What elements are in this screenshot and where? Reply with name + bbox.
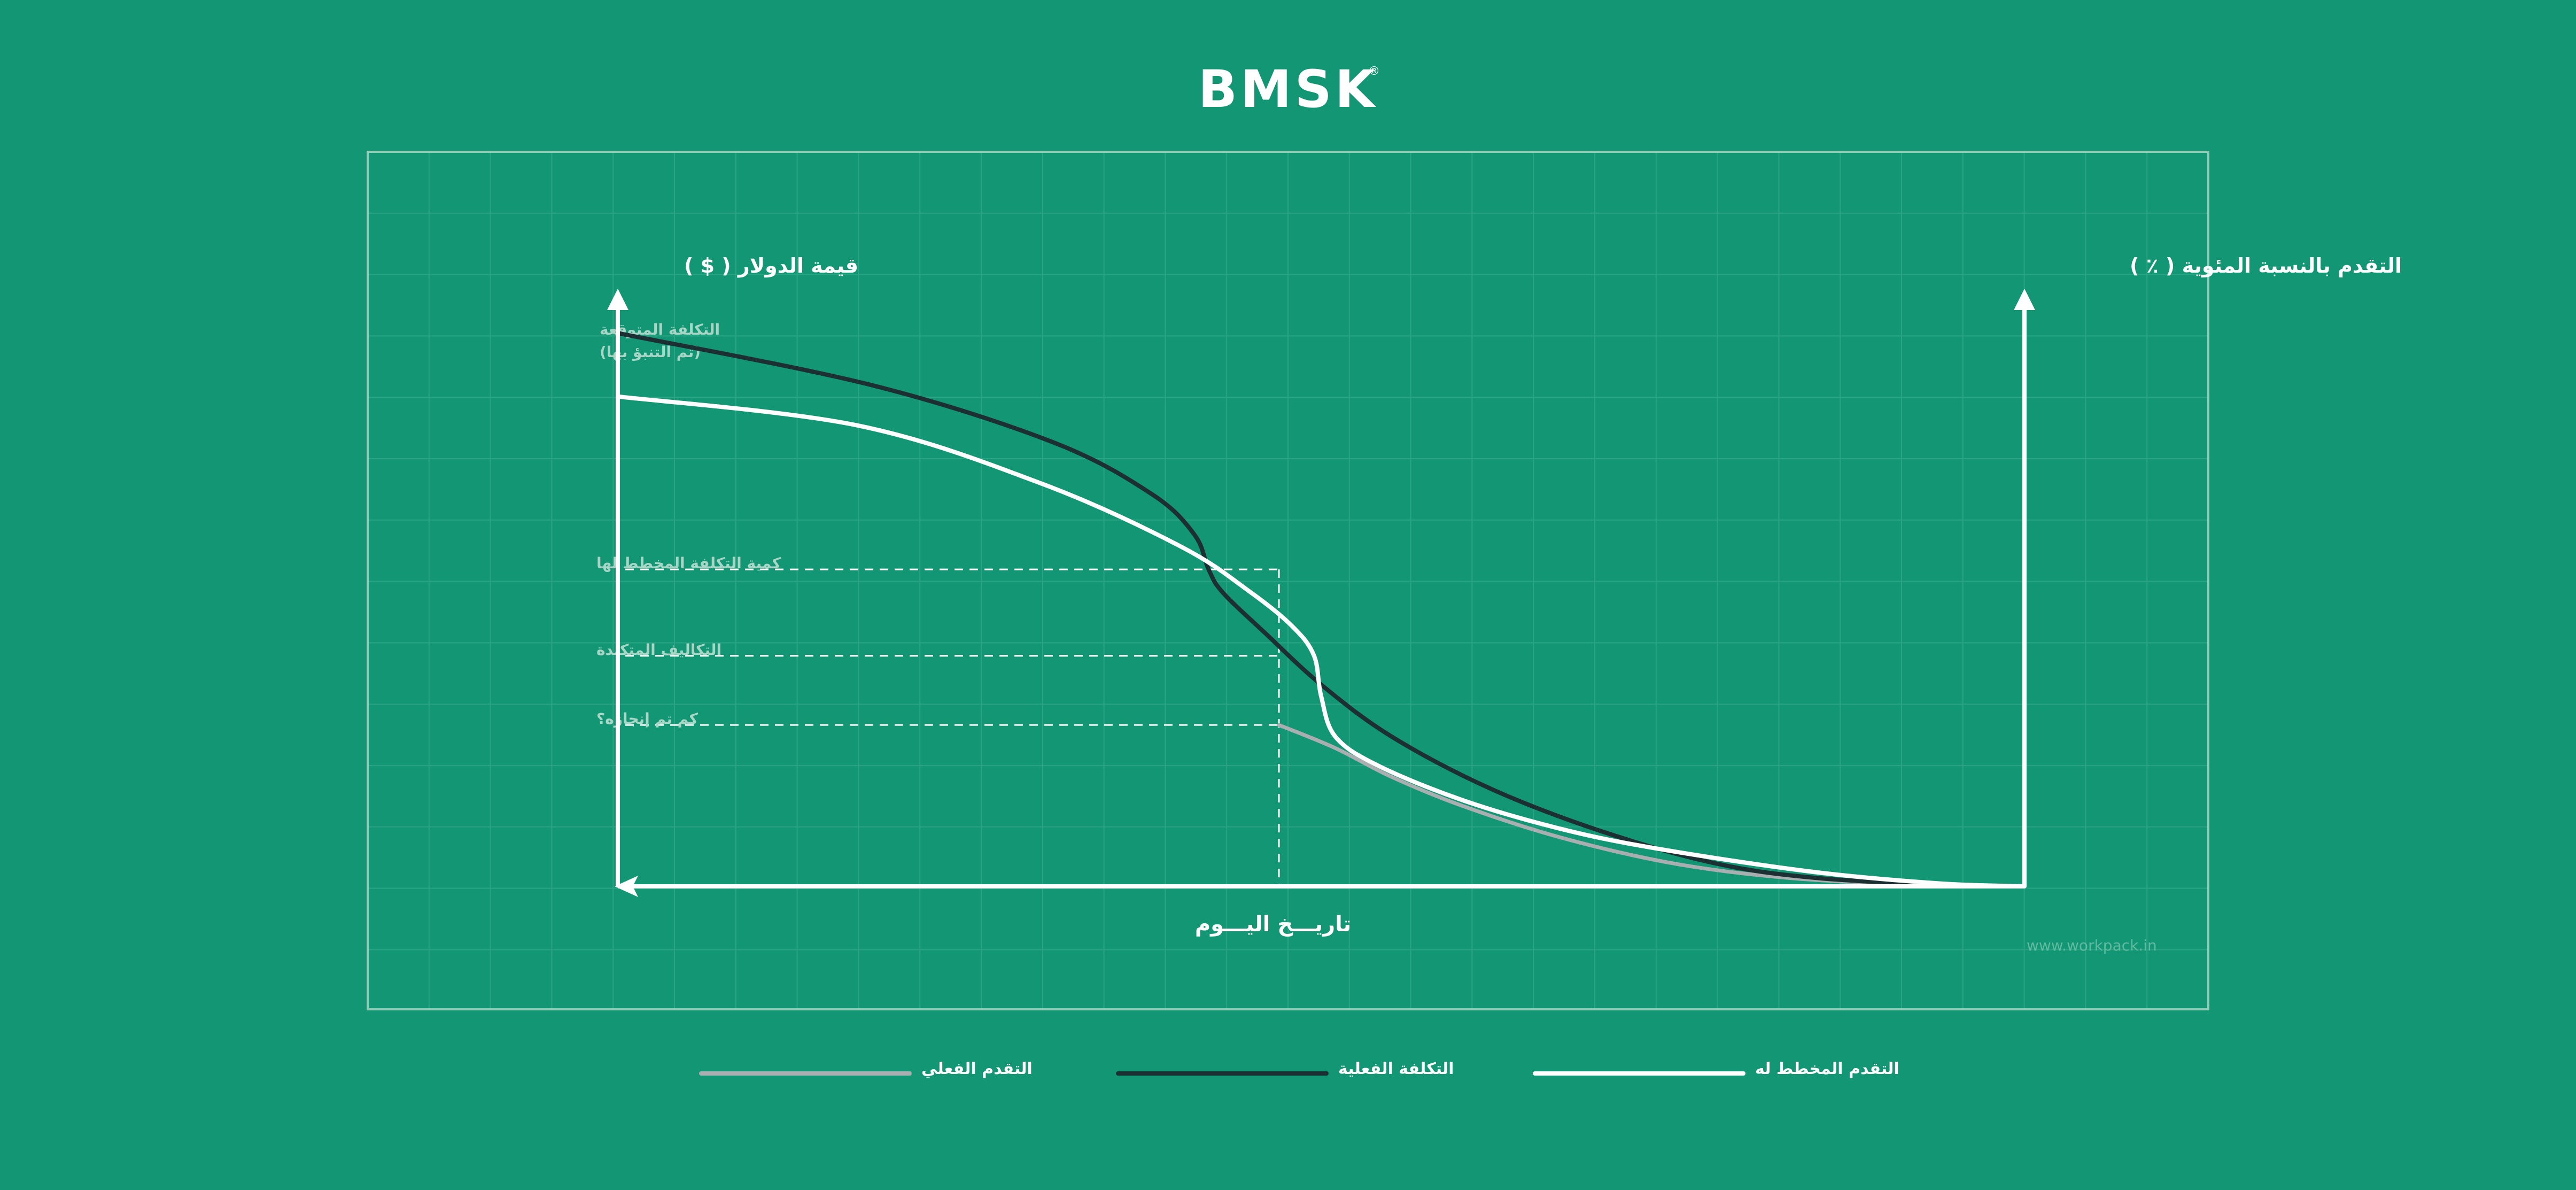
annotation-label: كمية التكلفة المخطط لها: [596, 554, 781, 572]
chart-grid: [368, 152, 2208, 1009]
annotation-label: التكاليف المتكبدة: [596, 641, 721, 659]
legend-label: التقدم الفعلي: [921, 1060, 1033, 1078]
legend-label: التقدم المخطط له: [1755, 1060, 1899, 1078]
right-axis-title: التقدم بالنسبة المئوية ( ٪ ): [2130, 254, 2402, 278]
bmsk-logo: BMSK ®: [1198, 59, 1380, 119]
series-lines: [616, 331, 2027, 888]
left-axis-arrow-icon: [607, 289, 629, 310]
y-annotations: كمية التكلفة المخطط لها التكاليف المتكبدة…: [596, 554, 1280, 886]
logo-text: BMSK: [1198, 59, 1378, 119]
series-line-actual-progress: [1277, 723, 2027, 888]
chart-frame: [367, 151, 2209, 1010]
axes: [607, 289, 2035, 897]
x-axis-title: تاريـــخ اليـــوم: [1195, 912, 1351, 937]
left-axis-title: قيمة الدولار ( $ ): [684, 254, 858, 278]
registered-mark: ®: [1368, 65, 1380, 78]
series-line-actual-cost: [616, 331, 2027, 888]
watermark-url: www.workpack.in: [2027, 937, 2157, 954]
chart-legend: التقدم المخطط له التكلفة الفعلية التقدم ال…: [699, 1060, 1899, 1078]
x-axis-arrow-icon: [615, 876, 638, 897]
annotation-label: كم تم إنجازه؟: [596, 710, 699, 728]
series-line-planned: [616, 394, 2027, 888]
right-axis-arrow-icon: [2014, 289, 2035, 310]
legend-label: التكلفة الفعلية: [1338, 1060, 1454, 1078]
